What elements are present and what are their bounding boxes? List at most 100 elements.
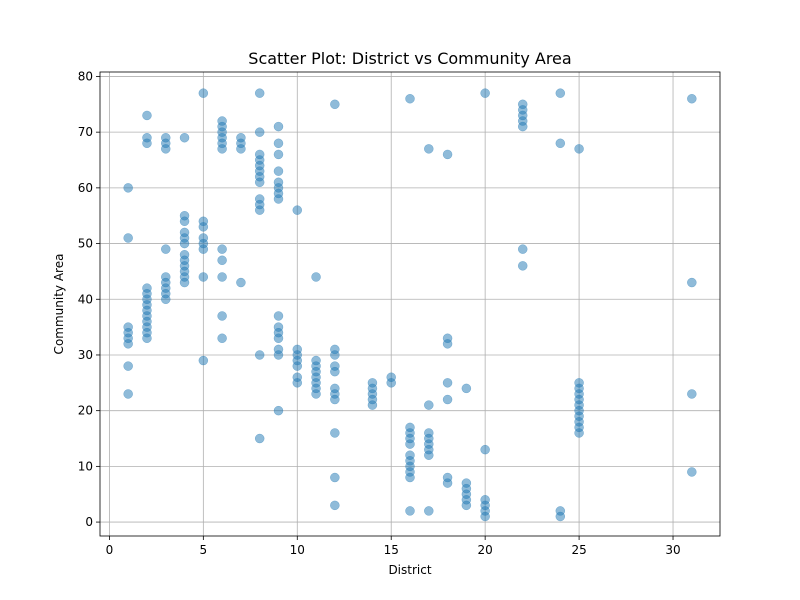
x-axis-label: District [388,563,431,577]
data-point [217,333,227,344]
x-tick-label: 20 [478,543,493,557]
data-point [517,99,528,110]
data-point [311,272,321,282]
data-point [687,389,697,399]
data-point [330,472,340,483]
data-point [273,322,284,332]
data-point [424,400,434,410]
data-point [330,361,340,371]
data-point [273,344,284,355]
data-point [273,121,284,132]
data-point [330,428,340,438]
data-point [123,233,133,243]
data-point [236,277,246,288]
data-point [254,88,265,98]
x-tick-label: 30 [665,543,680,557]
data-point [161,244,171,254]
data-point [442,378,453,388]
data-point [254,149,265,160]
data-point [142,132,152,143]
y-tick-label: 80 [78,69,93,83]
data-point [254,350,265,360]
data-point [217,244,227,254]
data-point [217,255,227,266]
y-axis-label: Community Area [52,254,66,355]
data-point [480,495,490,505]
x-tick-label: 25 [571,543,586,557]
data-point [273,177,284,188]
y-tick-label: 40 [78,292,93,306]
data-point [142,110,152,121]
data-point [480,444,490,455]
data-point [555,506,566,516]
data-point [198,355,209,366]
data-point [254,127,265,137]
data-point [198,216,209,227]
data-point [179,132,190,143]
data-point [217,311,227,321]
x-tick-label: 10 [290,543,305,557]
data-points [123,88,697,522]
data-point [330,500,340,511]
data-point [123,361,133,371]
data-point [161,132,171,143]
data-point [273,166,284,176]
data-point [442,333,453,344]
data-point [405,506,415,516]
data-point [179,210,190,221]
data-point [461,383,472,394]
data-point [442,394,453,405]
data-point [574,378,584,388]
y-tick-label: 50 [78,237,93,251]
y-tick-label: 30 [78,348,93,362]
x-axis: 0 5 10 15 20 25 30 [106,536,681,557]
data-point [424,144,434,154]
data-point [198,88,209,98]
data-point [292,205,303,215]
data-point [254,194,265,204]
y-tick-label: 60 [78,181,93,195]
x-tick-label: 0 [106,543,114,557]
data-point [198,233,209,243]
x-tick-label: 15 [384,543,399,557]
data-point [555,88,566,98]
data-point [236,132,246,143]
data-point [386,372,396,382]
y-axis: 0 10 20 30 40 50 60 70 80 [78,69,100,529]
data-point [123,183,133,193]
data-point [480,88,490,98]
data-point [442,472,453,483]
data-point [311,355,321,366]
data-point [687,93,697,104]
data-point [273,311,284,321]
data-point [330,99,340,110]
data-point [123,389,133,399]
data-point [198,272,209,282]
data-point [555,138,566,149]
chart-title: Scatter Plot: District vs Community Area [248,49,571,68]
data-point [367,378,378,388]
data-point [161,272,171,282]
data-point [330,383,340,394]
data-point [217,272,227,282]
y-tick-label: 20 [78,404,93,418]
data-point [273,138,284,149]
data-point [517,261,528,271]
data-point [442,149,453,160]
data-point [405,93,415,104]
data-point [292,344,303,355]
data-point [461,478,472,488]
data-point [142,283,152,293]
data-point [273,405,284,416]
data-point [424,506,434,516]
y-tick-label: 0 [85,515,93,529]
data-point [179,249,190,260]
data-point [405,422,415,433]
data-point [254,433,265,444]
data-point [179,227,190,238]
data-point [217,116,227,126]
data-point [123,322,133,332]
data-point [330,344,340,355]
